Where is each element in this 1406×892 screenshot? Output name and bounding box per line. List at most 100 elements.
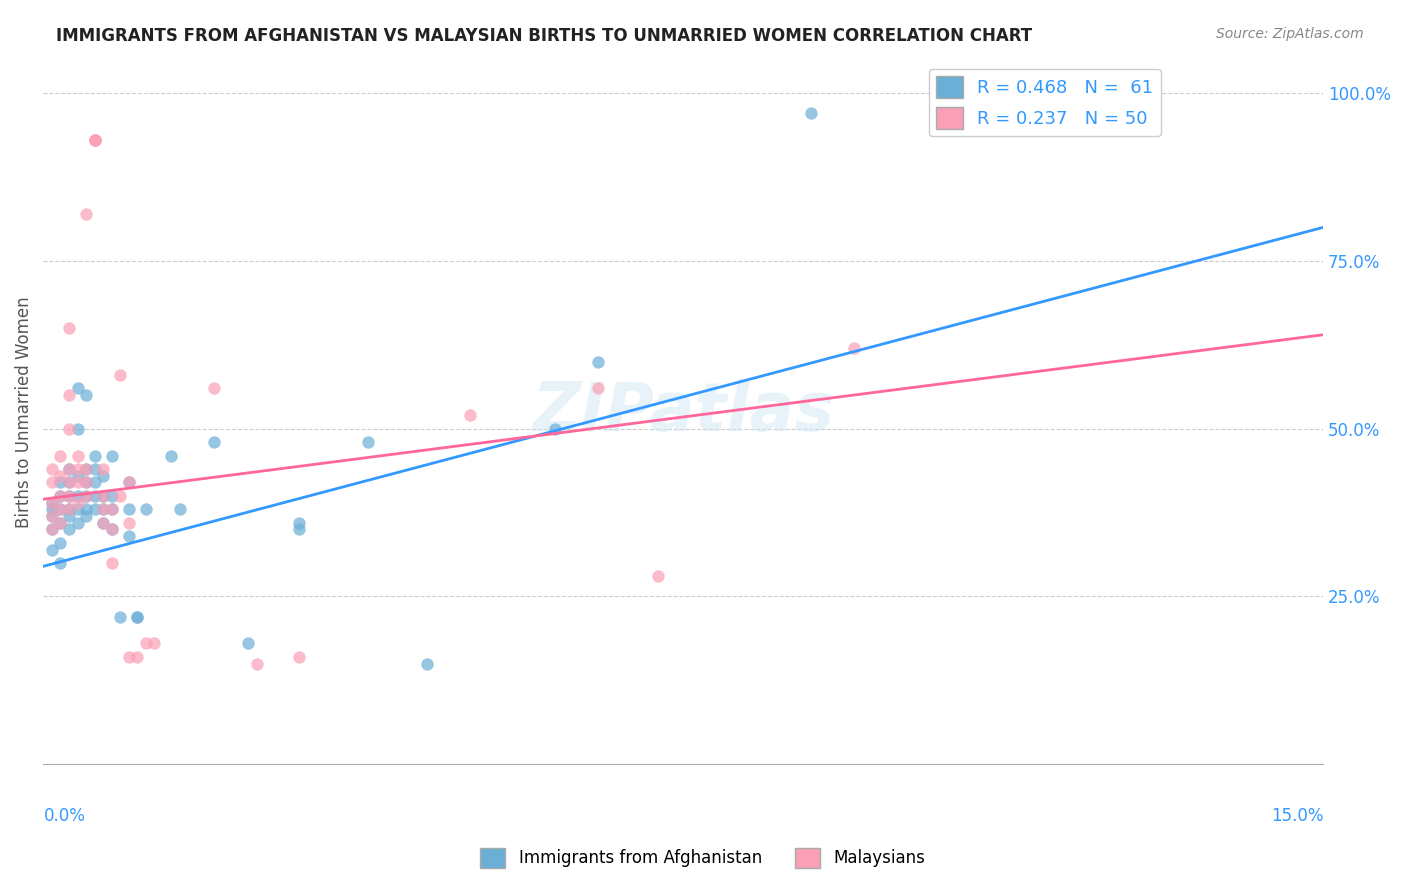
Point <box>108 609 131 624</box>
Point <box>58 422 80 436</box>
Point <box>41 462 63 476</box>
Point <box>100 556 122 570</box>
Point <box>66 495 89 509</box>
Point <box>91 502 114 516</box>
Legend: R = 0.468   N =  61, R = 0.237   N = 50: R = 0.468 N = 61, R = 0.237 N = 50 <box>928 69 1160 136</box>
Point <box>58 489 80 503</box>
Point <box>66 475 89 490</box>
Point <box>288 649 311 664</box>
Point <box>49 516 72 530</box>
Point <box>83 462 105 476</box>
Point <box>58 462 80 476</box>
Point <box>66 449 89 463</box>
Point <box>83 133 105 147</box>
Point <box>800 106 823 120</box>
Point <box>41 508 63 523</box>
Point <box>75 462 97 476</box>
Point <box>118 502 141 516</box>
Point <box>169 502 191 516</box>
Legend: Immigrants from Afghanistan, Malaysians: Immigrants from Afghanistan, Malaysians <box>474 841 932 875</box>
Point <box>83 133 105 147</box>
Point <box>41 508 63 523</box>
Point <box>100 502 122 516</box>
Point <box>41 495 63 509</box>
Text: Source: ZipAtlas.com: Source: ZipAtlas.com <box>1216 27 1364 41</box>
Point <box>49 556 72 570</box>
Point <box>135 502 157 516</box>
Point <box>108 489 131 503</box>
Point <box>100 489 122 503</box>
Point <box>288 516 311 530</box>
Point <box>49 502 72 516</box>
Point <box>544 422 567 436</box>
Point <box>118 475 141 490</box>
Point <box>118 475 141 490</box>
Point <box>66 489 89 503</box>
Point <box>100 502 122 516</box>
Point <box>202 435 225 450</box>
Point <box>238 636 260 650</box>
Point <box>118 529 141 543</box>
Point <box>127 609 149 624</box>
Point <box>49 489 72 503</box>
Point <box>58 475 80 490</box>
Point <box>41 522 63 536</box>
Point <box>83 489 105 503</box>
Point <box>91 462 114 476</box>
Point <box>49 489 72 503</box>
Point <box>1014 106 1036 120</box>
Point <box>118 516 141 530</box>
Point <box>288 522 311 536</box>
Point <box>75 502 97 516</box>
Point <box>458 409 481 423</box>
Point <box>100 522 122 536</box>
Point <box>66 422 89 436</box>
Point <box>49 502 72 516</box>
Point <box>58 489 80 503</box>
Point <box>83 502 105 516</box>
Point <box>75 489 97 503</box>
Point <box>75 475 97 490</box>
Point <box>41 522 63 536</box>
Point <box>41 495 63 509</box>
Point <box>842 341 865 355</box>
Y-axis label: Births to Unmarried Women: Births to Unmarried Women <box>15 296 32 528</box>
Point <box>91 489 114 503</box>
Point <box>246 657 269 671</box>
Point <box>83 449 105 463</box>
Point <box>75 207 97 221</box>
Point <box>58 508 80 523</box>
Point <box>100 449 122 463</box>
Point <box>586 381 609 395</box>
Point <box>49 468 72 483</box>
Point <box>75 475 97 490</box>
Point <box>41 502 63 516</box>
Point <box>41 542 63 557</box>
Point <box>58 388 80 402</box>
Point <box>58 462 80 476</box>
Point <box>41 475 63 490</box>
Point <box>66 502 89 516</box>
Point <box>108 368 131 382</box>
Point <box>91 516 114 530</box>
Text: IMMIGRANTS FROM AFGHANISTAN VS MALAYSIAN BIRTHS TO UNMARRIED WOMEN CORRELATION C: IMMIGRANTS FROM AFGHANISTAN VS MALAYSIAN… <box>56 27 1032 45</box>
Text: 15.0%: 15.0% <box>1271 806 1323 824</box>
Point <box>202 381 225 395</box>
Point <box>66 468 89 483</box>
Point <box>49 536 72 550</box>
Point <box>49 475 72 490</box>
Point <box>83 133 105 147</box>
Text: 0.0%: 0.0% <box>44 806 86 824</box>
Point <box>91 502 114 516</box>
Point <box>75 508 97 523</box>
Point <box>75 462 97 476</box>
Point <box>49 449 72 463</box>
Point <box>586 354 609 368</box>
Point <box>49 516 72 530</box>
Point <box>127 649 149 664</box>
Point <box>416 657 439 671</box>
Point <box>75 388 97 402</box>
Point <box>91 468 114 483</box>
Point <box>66 516 89 530</box>
Point <box>58 522 80 536</box>
